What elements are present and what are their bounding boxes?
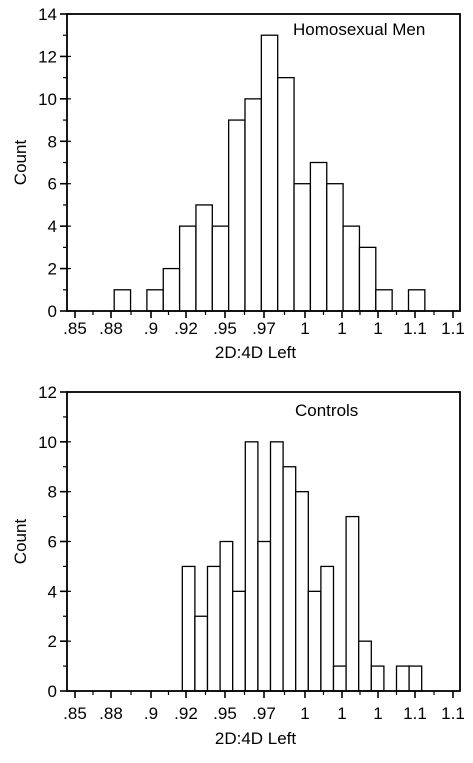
chart1-xtick-label: 1 xyxy=(373,319,382,338)
chart2-bar-26 xyxy=(408,665,423,692)
chart1-bar-14 xyxy=(309,161,328,312)
chart1-ytick-label: 8 xyxy=(48,132,57,151)
chart2-xtick-label: .9 xyxy=(144,704,158,723)
chart1-xtick-label: .92 xyxy=(174,319,198,338)
chart2-ytick-label: 0 xyxy=(48,682,57,701)
chart1-ytick-label: 2 xyxy=(48,260,57,279)
chart1-bar-6 xyxy=(178,225,197,312)
chart2-ytick-label: 10 xyxy=(38,433,57,452)
chart2-xtick-label: .97 xyxy=(252,704,276,723)
chart1-xtick-label: .95 xyxy=(213,319,237,338)
chart1-bar-4 xyxy=(146,289,164,312)
chart2-ytick-label: 2 xyxy=(48,632,57,651)
chart2-bar-25 xyxy=(395,665,410,692)
chart1-ytick-label: 6 xyxy=(48,175,57,194)
chart1-bar-20 xyxy=(407,289,426,312)
chart2-xtick-label: .95 xyxy=(213,704,237,723)
chart2-ytick-label: 6 xyxy=(48,533,57,552)
chart1-ytick-label: 12 xyxy=(38,47,57,66)
chart1-xtick-label: 1 xyxy=(337,319,346,338)
chart2-bar-22 xyxy=(358,640,372,692)
chart2-bar-12 xyxy=(232,590,246,692)
chart1-ytick-label: 4 xyxy=(48,217,57,236)
chart2-ytick-label: 12 xyxy=(38,383,57,402)
chart1-bar-9 xyxy=(227,119,246,312)
chart1-bar-11 xyxy=(260,34,279,312)
chart2-bar-10 xyxy=(206,565,221,692)
chart2-xtick-label: .92 xyxy=(174,704,198,723)
chart2-bar-15 xyxy=(269,441,284,692)
chart2-y-axis-label: Count xyxy=(11,519,30,565)
chart1-xtick-label: .88 xyxy=(99,319,123,338)
chart2-bar-13 xyxy=(244,441,259,692)
chart1-xtick-label: 1.1 xyxy=(441,319,465,338)
chart2-xtick-label: .88 xyxy=(99,704,123,723)
chart1-bar-10 xyxy=(244,98,263,312)
chart1-y-axis-label: Count xyxy=(11,140,30,186)
chart1-bar-7 xyxy=(195,204,213,312)
chart1-xtick-label: .97 xyxy=(252,319,276,338)
chart1-title: Homosexual Men xyxy=(293,20,425,39)
chart1-xtick-label: 1 xyxy=(300,319,309,338)
chart2-panel: 0 2 4 6 8 10 12 .85 .88 .9 .92 .95 .97 1 1 1 1.1 1.1 Contr… xyxy=(11,383,465,748)
chart2-xtick-label: .85 xyxy=(63,704,87,723)
chart2-xtick-label: 1 xyxy=(337,704,346,723)
chart2-bar-14 xyxy=(257,540,272,692)
chart1-bar-15 xyxy=(326,183,344,312)
chart2-bar-8 xyxy=(181,565,196,692)
chart1-bar-13 xyxy=(293,183,312,312)
chart1-bar-8 xyxy=(211,225,230,312)
chart1-ytick-label: 0 xyxy=(48,302,57,321)
chart2-title: Controls xyxy=(295,401,358,420)
chart1-ytick-label: 10 xyxy=(38,90,57,109)
chart2-bar-18 xyxy=(307,590,322,692)
chart2-ytick-label: 4 xyxy=(48,582,57,601)
chart1-bar-12 xyxy=(277,76,295,312)
chart2-bar-23 xyxy=(370,665,385,692)
chart1-bar-2 xyxy=(113,289,132,312)
chart2-xtick-label: 1.1 xyxy=(403,704,427,723)
chart1-panel: 0 2 4 6 8 10 12 14 .85 .88 .9 .92 .95 .97 1 1 1 1.1 1.1 Hom… xyxy=(11,5,465,362)
chart1-xtick-label: .9 xyxy=(144,319,158,338)
chart1-bar-16 xyxy=(342,225,361,312)
chart2-ytick-label: 8 xyxy=(48,483,57,502)
chart2-bars xyxy=(181,441,423,692)
chart1-xtick-label: .85 xyxy=(63,319,87,338)
chart2-bar-16 xyxy=(282,466,297,692)
chart2-xtick-label: 1 xyxy=(300,704,309,723)
chart1-bar-5 xyxy=(162,267,181,312)
chart2-xtick-label: 1.1 xyxy=(441,704,465,723)
chart1-bar-17 xyxy=(358,246,377,312)
chart1-bar-18 xyxy=(375,289,393,312)
chart2-bar-11 xyxy=(219,540,234,692)
chart1-xtick-label: 1.1 xyxy=(403,319,427,338)
chart2-bar-19 xyxy=(320,565,335,692)
chart2-bar-17 xyxy=(295,491,309,692)
chart1-x-axis-label: 2D:4D Left xyxy=(215,343,297,362)
chart2-x-axis-label: 2D:4D Left xyxy=(215,729,297,748)
chart2-bar-21 xyxy=(345,515,360,692)
chart2-bar-20 xyxy=(332,665,347,692)
chart1-ytick-label: 14 xyxy=(38,5,57,24)
chart2-bar-9 xyxy=(194,615,209,692)
chart1-bars xyxy=(113,34,426,312)
chart2-xtick-label: 1 xyxy=(373,704,382,723)
